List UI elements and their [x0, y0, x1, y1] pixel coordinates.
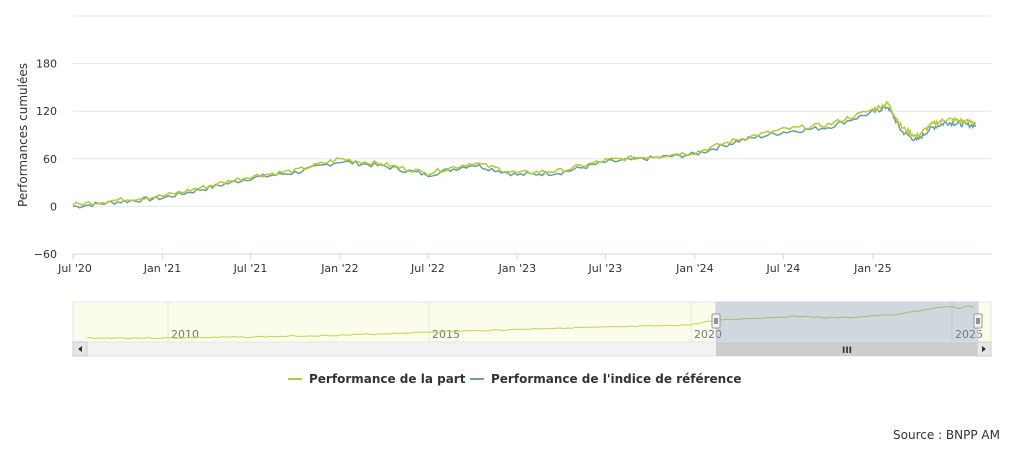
navigator-background — [72, 301, 992, 343]
navigator[interactable]: 2010 2015 2020 2025 — [72, 301, 992, 343]
series-line — [72, 100, 977, 207]
y-tick-label: −60 — [34, 248, 57, 261]
navigator-tick-label: 2010 — [171, 328, 199, 341]
y-tick-label: 60 — [43, 153, 57, 166]
x-axis-ticks: Jul '20 Jan '21 Jul '21 Jan '22 Jul '22 Jan '… — [57, 254, 892, 275]
x-tick-label: Jul '24 — [765, 262, 800, 275]
navigator-tick-label: 2020 — [694, 328, 722, 341]
x-tick-label: Jul '21 — [233, 262, 268, 275]
scrollbar-thumb[interactable] — [716, 342, 978, 356]
y-axis-ticks: −60 0 60 120 180 — [34, 58, 57, 261]
x-tick-label: Jan '23 — [498, 262, 536, 275]
navigator-right-handle[interactable] — [973, 313, 983, 329]
x-tick-label: Jul '23 — [588, 262, 623, 275]
x-tick-label: Jan '25 — [853, 262, 891, 275]
y-axis-label: Performances cumulées — [16, 63, 30, 207]
x-tick-label: Jul '20 — [57, 262, 92, 275]
arrow-right-icon — [982, 346, 986, 352]
legend-label-part: Performance de la part — [309, 372, 466, 386]
series-lines — [72, 100, 977, 209]
x-tick-label: Jul '22 — [410, 262, 445, 275]
legend: Performance de la part Performance de l'… — [288, 372, 741, 386]
x-tick-label: Jan '24 — [675, 262, 713, 275]
y-tick-label: 120 — [36, 105, 57, 118]
y-tick-label: 180 — [36, 58, 57, 71]
legend-item-index[interactable]: Performance de l'indice de référence — [470, 372, 741, 386]
x-tick-label: Jan '22 — [320, 262, 358, 275]
scrollbar[interactable]: III — [72, 341, 992, 357]
navigator-tick-label: 2015 — [432, 328, 460, 341]
legend-label-index: Performance de l'indice de référence — [491, 372, 741, 386]
y-tick-label: 0 — [50, 200, 57, 213]
series-line — [72, 103, 977, 209]
x-tick-label: Jan '21 — [143, 262, 181, 275]
navigator-series-line — [86, 305, 974, 340]
navigator-left-handle[interactable] — [711, 313, 721, 329]
scrollbar-grip: III — [842, 346, 852, 356]
source-note: Source : BNPP AM — [893, 428, 1000, 442]
navigator-selected-range[interactable] — [715, 301, 979, 343]
grid-lines — [73, 15, 991, 255]
legend-item-part[interactable]: Performance de la part — [288, 372, 466, 386]
navigator-tick-label: 2025 — [955, 328, 983, 341]
arrow-left-icon — [78, 346, 82, 352]
